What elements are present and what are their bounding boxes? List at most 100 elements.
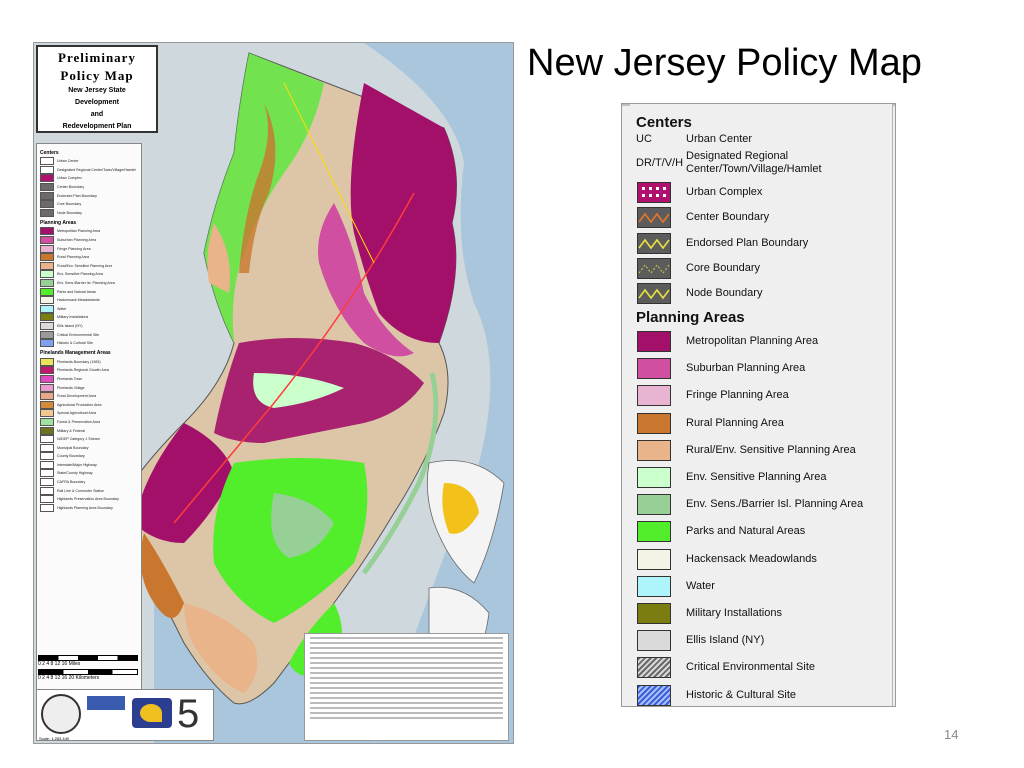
mini-legend-center-node-boundary: Node Boundary — [40, 208, 138, 218]
mini-legend-pinelands-county-boundary-swatch — [40, 452, 54, 461]
mini-legend-planning-critical-environmental-site-swatch — [40, 330, 54, 339]
mini-legend-center-center-boundary: Center Boundary — [40, 183, 138, 192]
mini-legend-planning-military-installations-swatch — [40, 313, 54, 322]
mini-legend-planning-military-installations-label: Military Installations — [57, 315, 89, 320]
mini-legend-planning-metropolitan-planning-area-swatch — [40, 227, 54, 236]
mini-legend-planning-env-sens-barrier-isl-planning-area-swatch — [40, 279, 54, 288]
mini-legend-pinelands-special-agricultural-area-label: Special Agricultural Area — [57, 411, 96, 416]
poster-subtitle-4: Redevelopment Plan — [62, 123, 132, 130]
mini-legend-planning-water-swatch — [40, 304, 54, 313]
mini-legend-planning-water-label: Water — [57, 306, 67, 311]
mini-legend-pinelands-state-county-highway-swatch — [40, 469, 54, 478]
mini-legend-pinelands-highlands-preservation-area-boundary-swatch — [40, 495, 54, 504]
mini-legend-center-node-boundary-label: Node Boundary — [57, 210, 82, 215]
mini-legend-pinelands-state-county-highway: State/County Highway — [40, 469, 138, 478]
mini-legend-center-endorsed-plan-boundary-label: Endorsed Plan Boundary — [57, 193, 97, 198]
mini-legend-planning-rural-env-sensitive-planning-area: Rural/Env. Sensitive Planning Area — [40, 261, 138, 271]
mini-legend-pinelands-pinelands-regional-growth-area: Pinelands Regional Growth Area — [40, 366, 138, 375]
mini-legend-planning-critical-environmental-site-label: Critical Environmental Site — [57, 332, 100, 337]
legend-label-center-boundary: Center Boundary — [686, 211, 770, 224]
mini-legend-pinelands-njdep-category-1-stream: NJDEP Category 1 Stream — [40, 435, 138, 444]
mini-legend-pinelands-highlands-preservation-area-boundary: Highlands Preservation Area Boundary — [40, 495, 138, 504]
node-boundary-icon — [637, 283, 671, 305]
mini-legend-center-designated-regional-center-town-village-hamlet: Designated Regional Center/Town/Village/… — [40, 165, 138, 175]
mini-legend-center-urban-center-label: Urban Center — [57, 159, 79, 164]
legend-label-metropolitan-planning-area: Metropolitan Planning Area — [686, 335, 819, 347]
legend-label-ellis-island-ny: Ellis Island (NY) — [686, 634, 765, 647]
mini-legend-pinelands-forest-preservation-area-swatch — [40, 417, 54, 426]
mini-legend-planning-rural-planning-area-swatch — [40, 253, 54, 262]
mini-legend-pinelands-agricultural-production-area: Agricultural Production Area — [40, 400, 138, 409]
mini-legend-planning-rural-planning-area-label: Rural Planning Area — [57, 255, 89, 260]
scale-bar-miles: 0 2 4 8 12 16 Miles — [38, 661, 81, 667]
mini-legend-center-urban-center-swatch — [40, 157, 54, 166]
mini-legend-pinelands-forest-preservation-area: Forest & Preservation Area — [40, 417, 138, 427]
mini-legend-planning-env-sensitive-planning-area-swatch — [40, 270, 54, 279]
poster-notes-text — [304, 633, 509, 741]
mini-legend-center-endorsed-plan-boundary-swatch — [40, 191, 54, 200]
mini-legend-pinelands-highlands-preservation-area-boundary-label: Highlands Preservation Area Boundary — [57, 497, 119, 502]
swatch-env-sensitive-planning-area — [637, 467, 671, 488]
mini-legend-planning-suburban-planning-area-label: Suburban Planning Area — [57, 238, 96, 243]
mini-legend-pinelands-pinelands-boundary-1983: Pinelands Boundary (1983) — [40, 357, 138, 366]
mini-legend-planning-env-sensitive-planning-area-label: Env. Sensitive Planning Area — [57, 272, 103, 277]
swatch-water — [637, 575, 671, 597]
mini-legend-pinelands-rail-line-commuter-station-swatch — [40, 486, 54, 495]
mini-legend-pinelands-military-federal-swatch — [40, 426, 54, 435]
mini-legend-center-center-boundary-swatch — [40, 183, 54, 192]
swatch-env-sens-barrier-isl-planning-area — [637, 494, 671, 516]
mini-legend-pinelands-agricultural-production-area-swatch — [40, 400, 54, 409]
mini-legend-pinelands-njdep-category-1-stream-swatch — [40, 435, 54, 444]
legend-label-env-sens-barrier-isl-planning-area: Env. Sens./Barrier Isl. Planning Area — [686, 498, 864, 511]
mini-legend-pinelands-rail-line-commuter-station: Rail Line & Commuter Station — [40, 486, 138, 495]
mini-legend-center-endorsed-plan-boundary: Endorsed Plan Boundary — [40, 191, 138, 200]
mini-legend-pinelands-state-county-highway-label: State/County Highway — [57, 471, 93, 476]
plan-logo-icon — [132, 698, 172, 728]
mini-legend-pinelands-heading: Pinelands Management Areas — [40, 350, 111, 357]
mini-legend-planning-historic-cultural-site: Historic & Cultural Site — [40, 339, 138, 348]
legend-label-env-sensitive-planning-area: Env. Sensitive Planning Area — [686, 471, 827, 483]
mini-legend-center-node-boundary-swatch — [40, 208, 54, 217]
legend-label-suburban-planning-area: Suburban Planning Area — [686, 362, 806, 375]
swatch-metropolitan-planning-area — [637, 331, 671, 352]
mini-legend-center-urban-complex-label: Urban Complex — [57, 176, 82, 181]
mini-legend-pinelands-special-agricultural-area: Special Agricultural Area — [40, 409, 138, 418]
mini-legend-pinelands-pinelands-regional-growth-area-swatch — [40, 366, 54, 375]
slide-title: New Jersey Policy Map — [527, 42, 922, 84]
mini-legend-pinelands-municipal-boundary-label: Municipal Boundary — [57, 445, 89, 450]
poster-mini-legend: Centers Urban Center Designated Regional … — [36, 143, 142, 703]
mini-legend-planning-historic-cultural-site-swatch — [40, 339, 54, 348]
poster-subtitle-1: New Jersey State — [68, 87, 126, 94]
legend-label-water: Water — [686, 579, 715, 592]
agency-logo-icon — [87, 696, 125, 710]
mini-legend-pinelands-pinelands-boundary-1983-swatch — [40, 357, 54, 366]
legend-label-military-installations: Military Installations — [686, 607, 782, 619]
mini-legend-planning-fringe-planning-area: Fringe Planning Area — [40, 244, 138, 253]
mini-legend-planning-metropolitan-planning-area: Metropolitan Planning Area — [40, 227, 138, 236]
mini-legend-planning-metropolitan-planning-area-label: Metropolitan Planning Area — [57, 229, 101, 234]
legend-abbr-drtvh: DR/T/V/H — [636, 157, 684, 169]
urban-complex-icon — [637, 182, 671, 203]
mini-legend-pinelands-pinelands-regional-growth-area-label: Pinelands Regional Growth Area — [57, 368, 109, 373]
poster-subtitle-3: and — [90, 111, 104, 118]
mini-legend-pinelands-county-boundary-label: County Boundary — [57, 454, 85, 459]
legend-label-fringe-planning-area: Fringe Planning Area — [686, 389, 789, 402]
mini-legend-pinelands-rural-development-area-label: Rural Development Area — [57, 394, 97, 399]
mini-legend-pinelands-pinelands-town: Pinelands Town — [40, 374, 138, 384]
mini-legend-planning-heading: Planning Areas — [40, 220, 77, 227]
mini-legend-pinelands-highlands-planning-area-boundary: Highlands Planning Area Boundary — [40, 503, 138, 513]
mini-legend-pinelands-pinelands-town-swatch — [40, 374, 54, 383]
legend-label-urban-center: Urban Center — [686, 133, 753, 145]
slide-number: 14 — [944, 727, 959, 742]
mini-legend-planning-env-sensitive-planning-area: Env. Sensitive Planning Area — [40, 270, 138, 279]
center-boundary-icon — [637, 207, 671, 229]
mini-legend-center-urban-complex: Urban Complex — [40, 174, 138, 183]
legend-label-parks-and-natural-areas: Parks and Natural Areas — [686, 525, 806, 538]
mini-legend-pinelands-interstate-major-highway: Interstate/Major Highway — [40, 460, 138, 470]
mini-legend-planning-parks-and-natural-areas-swatch — [40, 287, 54, 296]
mini-legend-pinelands-njdep-category-1-stream-label: NJDEP Category 1 Stream — [57, 437, 100, 442]
mini-legend-pinelands-pinelands-town-label: Pinelands Town — [57, 376, 83, 381]
mini-legend-pinelands-rural-development-area-swatch — [40, 392, 54, 401]
mini-legend-center-urban-complex-swatch — [40, 174, 54, 183]
mini-legend-center-core-boundary-swatch — [40, 200, 54, 209]
